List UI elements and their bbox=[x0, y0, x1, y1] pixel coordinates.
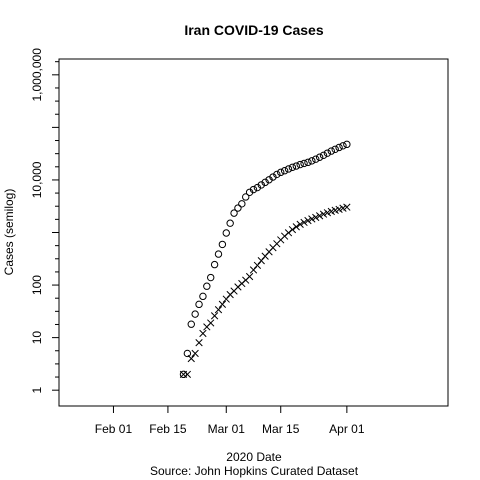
data-point bbox=[183, 370, 192, 379]
y-tick-label: 10 bbox=[30, 331, 44, 345]
data-point bbox=[315, 212, 324, 220]
data-point bbox=[238, 200, 246, 208]
data-point bbox=[234, 204, 242, 212]
y-tick-label: 100 bbox=[30, 275, 44, 295]
data-point bbox=[199, 292, 207, 301]
data-point bbox=[308, 157, 316, 165]
data-point bbox=[195, 300, 203, 309]
data-point bbox=[245, 272, 254, 281]
data-point bbox=[207, 273, 215, 282]
data-point bbox=[261, 178, 269, 187]
data-point bbox=[308, 215, 316, 223]
data-point bbox=[288, 163, 297, 172]
data-point bbox=[214, 306, 223, 314]
data-point bbox=[288, 225, 297, 234]
data-point bbox=[304, 216, 312, 225]
data-point bbox=[284, 229, 293, 237]
data-point bbox=[273, 170, 281, 179]
data-point bbox=[257, 181, 265, 189]
data-point bbox=[218, 300, 227, 308]
data-point bbox=[327, 147, 335, 155]
data-point bbox=[195, 339, 203, 347]
source-note: Source: John Hopkins Curated Dataset bbox=[150, 464, 359, 478]
data-point bbox=[323, 149, 332, 157]
data-point bbox=[187, 354, 195, 363]
x-tick-label: Apr 01 bbox=[329, 422, 365, 436]
x-tick-label: Feb 15 bbox=[149, 422, 187, 436]
data-point bbox=[296, 160, 304, 169]
data-point bbox=[230, 209, 238, 217]
y-tick-label: 1 bbox=[30, 387, 44, 394]
x-axis-label: 2020 Date bbox=[226, 450, 282, 464]
data-point bbox=[210, 260, 219, 269]
x-tick-label: Mar 01 bbox=[208, 422, 246, 436]
plot-frame bbox=[58, 58, 449, 407]
data-point bbox=[222, 229, 230, 237]
data-point bbox=[214, 250, 223, 258]
data-point bbox=[203, 282, 211, 290]
data-point bbox=[253, 261, 262, 270]
data-point bbox=[199, 329, 207, 338]
data-point bbox=[312, 213, 320, 222]
x-tick-label: Mar 15 bbox=[262, 422, 300, 436]
y-tick-label: 10,000 bbox=[30, 161, 44, 198]
data-point bbox=[319, 210, 328, 218]
y-axis: 1 10 100 10,000 1,000,000 bbox=[30, 48, 59, 394]
chart-title: Iran COVID-19 Cases bbox=[184, 22, 323, 38]
data-point bbox=[253, 183, 262, 192]
data-point bbox=[292, 223, 300, 231]
data-point bbox=[218, 240, 227, 249]
data-point bbox=[331, 145, 339, 153]
data-point bbox=[284, 165, 293, 173]
data-point bbox=[249, 185, 258, 194]
data-point bbox=[339, 142, 347, 150]
data-point bbox=[179, 370, 188, 379]
data-point bbox=[277, 168, 285, 177]
data-point bbox=[187, 320, 195, 328]
data-point bbox=[300, 218, 308, 227]
data-point bbox=[335, 143, 343, 152]
data-point bbox=[343, 140, 351, 149]
data-point bbox=[183, 349, 192, 358]
data-point bbox=[207, 319, 215, 327]
data-point bbox=[292, 162, 300, 170]
data-point bbox=[269, 173, 277, 181]
data-point bbox=[226, 219, 234, 227]
data-point bbox=[280, 166, 289, 175]
series-layer bbox=[179, 140, 351, 379]
data-point bbox=[323, 209, 332, 217]
x-tick-label: Feb 01 bbox=[95, 422, 133, 436]
data-point bbox=[304, 158, 312, 167]
data-point bbox=[191, 349, 199, 358]
y-axis-label: Cases (semilog) bbox=[2, 189, 16, 276]
data-point bbox=[312, 155, 320, 163]
data-point bbox=[315, 153, 324, 161]
data-point bbox=[319, 151, 328, 160]
series-circles bbox=[179, 140, 351, 379]
data-point bbox=[300, 159, 308, 168]
y-tick-label: 1,000,000 bbox=[30, 48, 44, 102]
data-point bbox=[296, 220, 304, 228]
data-point bbox=[210, 312, 219, 320]
data-point bbox=[242, 193, 250, 201]
x-axis: Feb 01 Feb 15 Mar 01 Mar 15 Apr 01 bbox=[95, 406, 365, 436]
data-point bbox=[343, 203, 351, 211]
data-point bbox=[191, 310, 199, 318]
series-crosses bbox=[179, 203, 351, 379]
